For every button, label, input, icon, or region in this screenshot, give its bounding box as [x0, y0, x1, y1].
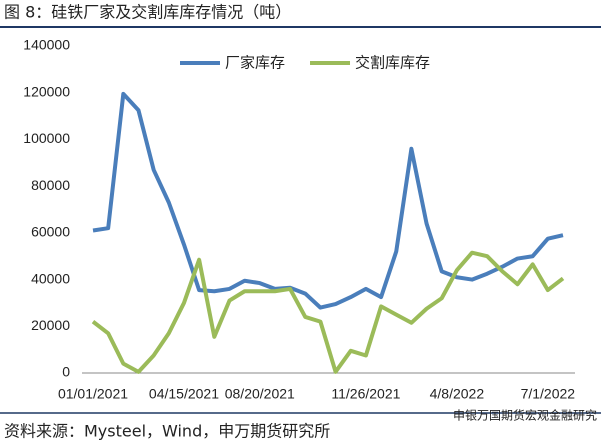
x-tick-label: 11/26/2021: [331, 386, 400, 402]
watermark: 申银万国期货宏观金融研究: [453, 408, 597, 423]
x-tick-label: 04/15/2021: [149, 386, 219, 402]
y-tick-label: 20000: [31, 317, 70, 333]
y-tick-label: 120000: [23, 83, 70, 99]
y-tick-label: 100000: [23, 130, 70, 146]
y-tick-label: 60000: [31, 224, 70, 240]
y-tick-label: 80000: [31, 177, 70, 193]
source-note: 资料来源：Mysteel，Wind，申万期货研究所: [4, 422, 330, 441]
y-tick-label: 0: [62, 364, 70, 380]
legend-label: 厂家库存: [225, 54, 285, 72]
series-line: [91, 250, 565, 374]
x-tick-label: 01/01/2021: [58, 386, 128, 402]
x-tick-label: 7/1/2022: [521, 386, 576, 402]
series-line: [92, 91, 564, 310]
chart-title: 图 8：硅铁厂家及交割库库存情况（吨）: [4, 3, 291, 22]
x-tick-label: 08/20/2021: [225, 386, 295, 402]
y-tick-label: 140000: [23, 37, 70, 53]
x-tick-label: 4/8/2022: [430, 386, 485, 402]
legend-label: 交割库库存: [355, 54, 430, 72]
y-tick-label: 40000: [31, 270, 70, 286]
